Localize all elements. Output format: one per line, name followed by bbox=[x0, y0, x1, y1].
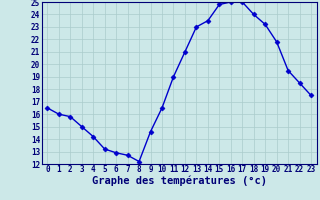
X-axis label: Graphe des températures (°c): Graphe des températures (°c) bbox=[92, 176, 267, 186]
